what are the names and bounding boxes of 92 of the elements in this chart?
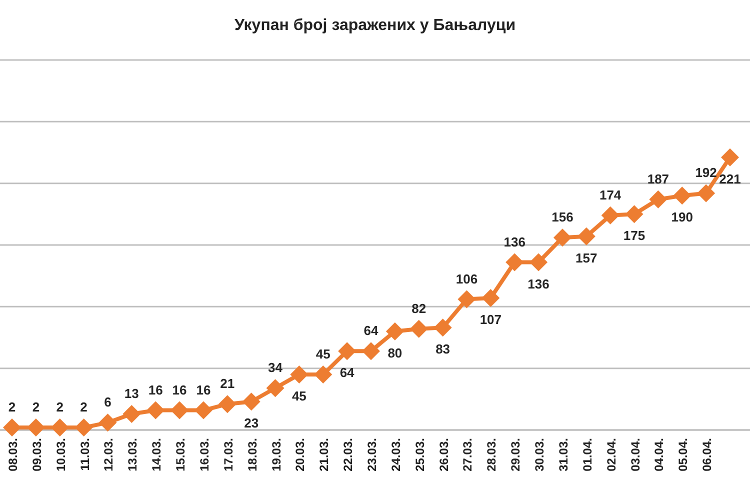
data-label: 82 bbox=[412, 300, 426, 316]
data-label: 174 bbox=[599, 187, 622, 202]
data-label: 2 bbox=[32, 400, 40, 415]
point bbox=[338, 342, 356, 360]
x-tick-label: 30.03. bbox=[532, 438, 547, 472]
point bbox=[242, 392, 260, 411]
point bbox=[434, 318, 452, 337]
data-label: 34 bbox=[268, 360, 284, 376]
point bbox=[697, 184, 716, 202]
data-label: 107 bbox=[480, 312, 502, 328]
point bbox=[673, 186, 692, 205]
point bbox=[218, 395, 236, 414]
data-label: 21 bbox=[220, 376, 235, 392]
data-label: 221 bbox=[719, 171, 741, 186]
data-label: 2 bbox=[80, 400, 88, 415]
data-label: 156 bbox=[552, 210, 574, 225]
point bbox=[649, 190, 668, 208]
point bbox=[3, 418, 21, 437]
data-label: 187 bbox=[647, 171, 670, 186]
point bbox=[410, 320, 428, 338]
x-tick-label: 12.03. bbox=[102, 438, 116, 472]
point bbox=[290, 366, 308, 384]
data-label: 2 bbox=[56, 400, 64, 415]
point bbox=[122, 404, 141, 423]
data-label: 175 bbox=[623, 228, 646, 244]
x-tick-label: 21.03. bbox=[317, 438, 332, 472]
data-label: 157 bbox=[576, 250, 598, 266]
point bbox=[50, 418, 69, 437]
x-tick-label: 23.03. bbox=[365, 438, 379, 472]
x-tick-label: 22.03. bbox=[341, 438, 356, 472]
point bbox=[386, 322, 404, 340]
point bbox=[625, 205, 644, 224]
point bbox=[266, 379, 284, 398]
data-label: 2 bbox=[8, 400, 16, 415]
x-tick-label: 08.03. bbox=[6, 438, 20, 472]
chart-title: Укупан број заражених у Бањалуци bbox=[234, 17, 516, 34]
data-label: 192 bbox=[695, 165, 717, 180]
x-tick-label: 11.03. bbox=[78, 438, 92, 471]
point bbox=[601, 206, 620, 224]
x-tick-label: 10.03. bbox=[54, 438, 68, 472]
x-tick-label: 04.04. bbox=[652, 438, 666, 472]
x-tick-label: 19.03. bbox=[269, 438, 284, 472]
data-label: 64 bbox=[340, 365, 356, 380]
data-label: 23 bbox=[244, 416, 259, 431]
point bbox=[98, 414, 117, 432]
point bbox=[721, 148, 739, 166]
point bbox=[482, 289, 500, 308]
x-tick-label: 17.03. bbox=[221, 438, 236, 472]
point bbox=[74, 418, 93, 437]
x-tick-label: 18.03. bbox=[245, 438, 260, 472]
x-tick-label: 13.03. bbox=[126, 438, 140, 472]
point bbox=[194, 401, 212, 420]
x-tick-label: 02.04. bbox=[604, 438, 618, 472]
x-tick-label: 03.04. bbox=[628, 438, 642, 472]
data-label: 45 bbox=[316, 346, 330, 362]
data-label: 16 bbox=[196, 382, 211, 398]
data-label: 136 bbox=[504, 234, 526, 250]
point bbox=[458, 290, 476, 308]
point bbox=[170, 401, 189, 420]
data-label: 45 bbox=[292, 388, 306, 404]
data-label: 83 bbox=[436, 342, 450, 357]
x-tick-label: 09.03. bbox=[30, 438, 44, 472]
x-tick-label: 01.04. bbox=[580, 438, 594, 472]
x-tick-label: 26.03. bbox=[436, 438, 451, 472]
x-tick-label: 16.03. bbox=[197, 438, 212, 472]
data-label: 136 bbox=[528, 276, 550, 292]
point bbox=[553, 228, 572, 247]
x-tick-label: 15.03. bbox=[174, 438, 188, 472]
data-label: 190 bbox=[671, 210, 693, 225]
point bbox=[362, 342, 380, 360]
x-tick-label: 28.03. bbox=[484, 438, 499, 472]
x-tick-label: 06.04. bbox=[700, 438, 714, 472]
x-tick-label: 27.03. bbox=[460, 438, 475, 472]
data-label: 16 bbox=[148, 382, 163, 398]
x-tick-label: 05.04. bbox=[676, 438, 690, 472]
x-tick-label: 29.03. bbox=[508, 438, 523, 472]
data-label: 106 bbox=[456, 271, 478, 286]
point bbox=[314, 366, 332, 384]
point bbox=[506, 253, 524, 272]
x-tick-label: 14.03. bbox=[150, 438, 164, 472]
x-tick-label: 24.03. bbox=[388, 438, 403, 472]
data-label: 6 bbox=[104, 394, 112, 410]
data-label: 64 bbox=[364, 323, 379, 338]
data-label: 16 bbox=[172, 382, 187, 398]
x-tick-label: 25.03. bbox=[412, 438, 427, 472]
point bbox=[577, 227, 596, 246]
point bbox=[530, 253, 548, 272]
data-label: 80 bbox=[388, 345, 402, 360]
data-label: 13 bbox=[124, 386, 139, 401]
point bbox=[146, 401, 165, 420]
x-tick-label: 31.03. bbox=[556, 438, 570, 472]
x-tick-label: 20.03. bbox=[293, 438, 308, 472]
